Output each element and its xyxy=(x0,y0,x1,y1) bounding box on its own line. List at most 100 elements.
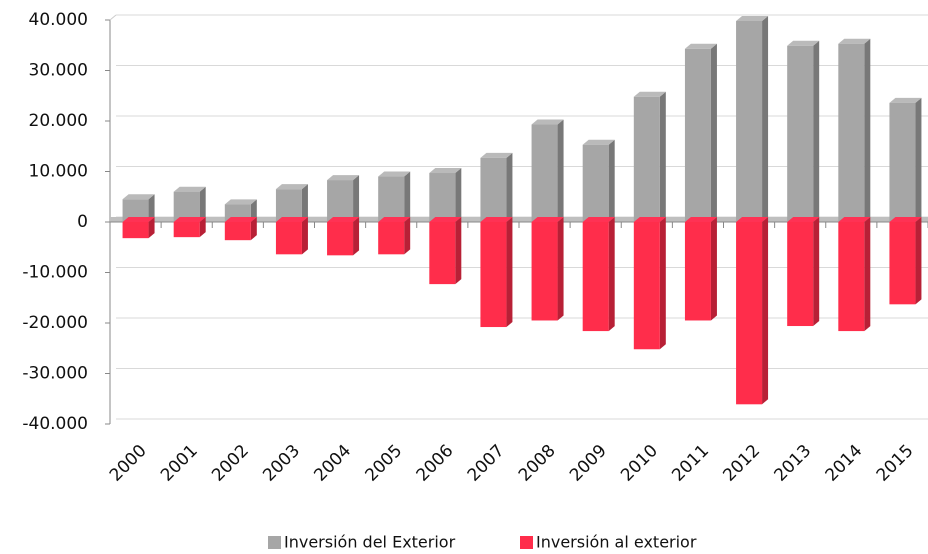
x-tick-label: 2008 xyxy=(515,441,560,486)
bar-top xyxy=(429,217,462,222)
bar-side xyxy=(199,217,206,238)
bar-side xyxy=(557,119,564,222)
x-tick-label: 2012 xyxy=(719,441,764,486)
x-tick-label: 2004 xyxy=(310,441,355,486)
x-tick-label: 2010 xyxy=(617,441,662,486)
bar-side xyxy=(199,186,206,222)
legend-swatch xyxy=(520,536,533,549)
y-tick-label: 0 xyxy=(77,212,88,232)
bar-top xyxy=(275,217,308,222)
bar-side xyxy=(557,217,564,321)
bar-side xyxy=(455,168,462,222)
bar-top xyxy=(531,119,564,125)
x-tick-label: 2006 xyxy=(413,441,458,486)
y-tick-label: -20.000 xyxy=(22,313,88,333)
bar-top xyxy=(480,217,513,222)
bar-top xyxy=(173,186,206,192)
bar xyxy=(173,222,200,238)
bar-side xyxy=(148,217,155,239)
bar-side xyxy=(710,217,717,321)
bar-side xyxy=(710,43,717,222)
bar xyxy=(378,176,405,222)
x-tick-label: 2005 xyxy=(362,441,407,486)
bar-top xyxy=(736,16,769,22)
bar-top xyxy=(480,152,513,158)
x-tick-label: 2011 xyxy=(668,441,713,486)
bar-side xyxy=(659,217,666,350)
x-tick-label: 2001 xyxy=(157,441,202,486)
bar-top xyxy=(582,217,615,222)
bar-side xyxy=(250,217,257,241)
bar-side xyxy=(659,91,666,222)
bar-top xyxy=(122,217,155,222)
y-tick-label: -30.000 xyxy=(22,364,88,384)
y-tick-label: -10.000 xyxy=(22,263,88,283)
bar xyxy=(582,222,609,332)
bar-top xyxy=(173,217,206,222)
bar-side xyxy=(506,152,513,222)
bar-top xyxy=(736,217,769,222)
bar-side xyxy=(915,217,922,305)
bar xyxy=(889,222,916,305)
bar-top xyxy=(787,217,820,222)
bar-top xyxy=(838,217,871,222)
bar-side xyxy=(250,199,257,222)
bar xyxy=(122,199,149,222)
bar-side xyxy=(864,38,871,222)
y-tick-label: 40.000 xyxy=(29,10,88,30)
y-axis-depth xyxy=(109,14,117,21)
bar-side xyxy=(864,217,871,332)
bar xyxy=(736,222,763,405)
legend: Inversión del Exterior Inversión al exter… xyxy=(268,533,697,552)
bar-top xyxy=(582,139,615,145)
bar-top xyxy=(889,217,922,222)
bar-top xyxy=(531,217,564,222)
bar-side xyxy=(353,175,360,222)
bar-side xyxy=(608,217,615,332)
x-tick-label: 2002 xyxy=(208,441,253,486)
bar-top xyxy=(224,199,257,205)
y-tick-label: 20.000 xyxy=(29,111,88,131)
bar xyxy=(327,222,354,256)
bar xyxy=(889,102,916,222)
bar xyxy=(787,45,814,222)
bar-side xyxy=(762,16,769,223)
bar xyxy=(122,222,149,239)
bar-side xyxy=(404,171,411,222)
bar xyxy=(736,21,763,223)
bar xyxy=(378,222,405,255)
bar-side xyxy=(404,217,411,255)
bar-top xyxy=(224,217,257,222)
bar-top xyxy=(684,43,717,49)
y-tick-label: 10.000 xyxy=(29,162,88,182)
bar-side xyxy=(915,97,922,222)
bar xyxy=(327,180,354,222)
bar-top xyxy=(275,184,308,190)
bar xyxy=(429,222,456,285)
bar-side xyxy=(148,194,155,222)
x-tick-label: 2009 xyxy=(566,441,611,486)
bar xyxy=(684,48,711,222)
legend-label: Inversión del Exterior xyxy=(284,533,456,552)
bar xyxy=(429,173,456,222)
bar-top xyxy=(122,194,155,200)
bar xyxy=(173,191,200,222)
bar xyxy=(275,222,302,255)
bar xyxy=(787,222,814,327)
x-tick-label: 2007 xyxy=(464,441,509,486)
bar-side xyxy=(506,217,513,328)
zero-floor xyxy=(110,217,928,222)
bar xyxy=(633,222,660,350)
bar-top xyxy=(684,217,717,222)
x-tick-label: 2000 xyxy=(106,441,151,486)
bar-top xyxy=(327,175,360,181)
bar-top xyxy=(327,217,360,222)
bar-top xyxy=(633,91,666,97)
bar xyxy=(224,222,251,241)
bar-side xyxy=(455,217,462,285)
bar-top xyxy=(378,171,411,177)
bar-top xyxy=(889,97,922,103)
bar xyxy=(531,124,558,222)
bar-top xyxy=(429,168,462,174)
bar xyxy=(275,189,302,222)
